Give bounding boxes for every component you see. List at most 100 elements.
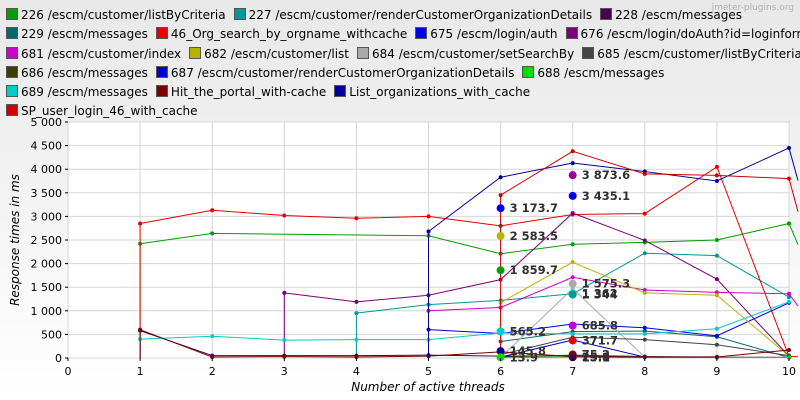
legend-item: 685 /escm/customer/listByCriteria bbox=[582, 45, 800, 64]
highlight-dot bbox=[568, 191, 577, 200]
y-tick-label: 0 bbox=[55, 352, 62, 365]
legend-item: 689 /escm/messages bbox=[6, 83, 148, 102]
legend-item: 228 /escm/messages bbox=[600, 6, 742, 25]
data-label: 371.7 bbox=[582, 333, 618, 347]
series-point bbox=[138, 327, 143, 332]
series-point bbox=[570, 331, 575, 336]
legend-item: 675 /escm/login/auth bbox=[415, 25, 558, 44]
series-point bbox=[642, 355, 647, 360]
y-tick-label: 3 000 bbox=[31, 210, 63, 223]
legend-swatch bbox=[582, 46, 595, 59]
legend-swatch bbox=[522, 65, 535, 78]
x-tick-label: 0 bbox=[65, 365, 72, 378]
highlight-dot bbox=[568, 336, 577, 345]
y-tick-label: 500 bbox=[41, 328, 62, 341]
series-point bbox=[714, 253, 719, 258]
data-label: 2 583.5 bbox=[510, 229, 558, 243]
legend-item: 682 /escm/customer/list bbox=[189, 45, 349, 64]
series-point bbox=[570, 286, 575, 291]
series-point bbox=[642, 238, 647, 243]
series-point bbox=[642, 211, 647, 216]
series-point bbox=[354, 311, 359, 316]
legend-swatch bbox=[6, 27, 18, 40]
data-label: 1 575.3 bbox=[582, 277, 630, 291]
legend-row: 689 /escm/messages Hit_the_portal_with-ca… bbox=[6, 83, 786, 102]
series-point bbox=[714, 238, 719, 242]
legend-label: 689 /escm/messages bbox=[21, 85, 148, 100]
series-point bbox=[787, 176, 791, 181]
legend-item: 227 /escm/customer/renderCustomerOrganiz… bbox=[233, 6, 593, 25]
data-label: 15.1 bbox=[582, 350, 610, 364]
series-point bbox=[354, 216, 359, 221]
legend-swatch bbox=[6, 46, 18, 59]
series-point bbox=[138, 221, 143, 226]
data-label: 1 859.7 bbox=[510, 263, 558, 277]
series-point bbox=[787, 347, 791, 352]
series-point bbox=[642, 337, 647, 342]
series-point bbox=[642, 329, 647, 334]
x-tick-label: 7 bbox=[569, 365, 576, 378]
series-point bbox=[714, 277, 719, 282]
highlight-points: 3 873.6 3 435.1 3 173.7 2 583.5 1 859.7 1 575… bbox=[496, 168, 630, 364]
series-path bbox=[500, 150, 799, 212]
y-tick-label: 2 500 bbox=[31, 234, 63, 247]
legend-label: 686 /escm/messages bbox=[21, 65, 148, 80]
series-point bbox=[787, 221, 791, 226]
legend-swatch bbox=[6, 104, 18, 117]
series-point bbox=[714, 342, 719, 347]
legend-label: 46_Org_search_by_orgname_withcache bbox=[170, 27, 408, 42]
legend-label: 681 /escm/customer/index bbox=[21, 46, 182, 61]
series-point bbox=[714, 164, 719, 169]
legend-label: 226 /escm/customer/listByCriteria bbox=[21, 8, 226, 22]
highlight-dot bbox=[496, 232, 505, 241]
data-label: 13.9 bbox=[510, 350, 538, 364]
series-point bbox=[282, 338, 287, 343]
legend-item: 229 /escm/messages bbox=[6, 25, 148, 44]
series-point bbox=[426, 214, 431, 219]
legend-swatch bbox=[189, 46, 202, 59]
series-point bbox=[210, 355, 215, 360]
series-point bbox=[354, 355, 359, 360]
legend-label: 227 /escm/customer/renderCustomerOrganiz… bbox=[248, 8, 593, 22]
legend-swatch bbox=[6, 65, 18, 78]
series-line bbox=[426, 145, 799, 358]
legend-item: 681 /escm/customer/index bbox=[6, 45, 181, 64]
legend-label: 685 /escm/customer/listByCriteria bbox=[597, 46, 800, 61]
series-point bbox=[787, 295, 791, 300]
legend-swatch bbox=[6, 85, 18, 98]
series-point bbox=[642, 290, 647, 295]
series-point bbox=[642, 288, 647, 293]
y-tick-label: 4 500 bbox=[31, 140, 63, 153]
series-point bbox=[714, 333, 719, 338]
highlight-dot bbox=[568, 279, 577, 288]
y-tick-label: 4 000 bbox=[31, 163, 63, 176]
legend-swatch bbox=[415, 27, 428, 40]
series-path bbox=[140, 301, 790, 341]
y-tick-label: 1 000 bbox=[31, 305, 63, 318]
legend-swatch bbox=[233, 8, 246, 20]
highlight-dot bbox=[568, 290, 577, 299]
legend-label: SP_user_login_46_with_cache bbox=[21, 104, 198, 119]
series-point bbox=[210, 208, 215, 213]
x-tick-label: 3 bbox=[281, 365, 288, 378]
series-point bbox=[282, 213, 287, 218]
legend-item: 684 /escm/customer/setSearchBy bbox=[357, 45, 574, 64]
data-label: 1 344 bbox=[582, 288, 618, 302]
data-label: 25.8 bbox=[582, 350, 610, 364]
legend-swatch bbox=[6, 8, 18, 20]
legend-row: 681 /escm/customer/index 682 /escm/custom… bbox=[6, 45, 800, 64]
series-point bbox=[787, 355, 791, 360]
y-tick-label: 2 000 bbox=[31, 258, 63, 271]
legend-row: 686 /escm/messages 687 /escm/customer/ren… bbox=[6, 64, 786, 83]
watermark-text: jmeter-plugins.org bbox=[711, 3, 794, 13]
legend-item: 687 /escm/customer/renderCustomerOrganiz… bbox=[155, 64, 514, 83]
highlight-dot bbox=[496, 266, 505, 275]
data-label: 145.8 bbox=[510, 344, 546, 358]
legend-swatch bbox=[155, 85, 168, 98]
series-point bbox=[210, 231, 215, 236]
series-point bbox=[498, 193, 503, 198]
data-label: 3 435.1 bbox=[582, 189, 630, 203]
legend-label: 682 /escm/customer/list bbox=[204, 46, 350, 61]
legend-row: 226 /escm/customer/listByCriteria 227 /es… bbox=[6, 6, 786, 25]
highlight-dot bbox=[496, 327, 505, 336]
